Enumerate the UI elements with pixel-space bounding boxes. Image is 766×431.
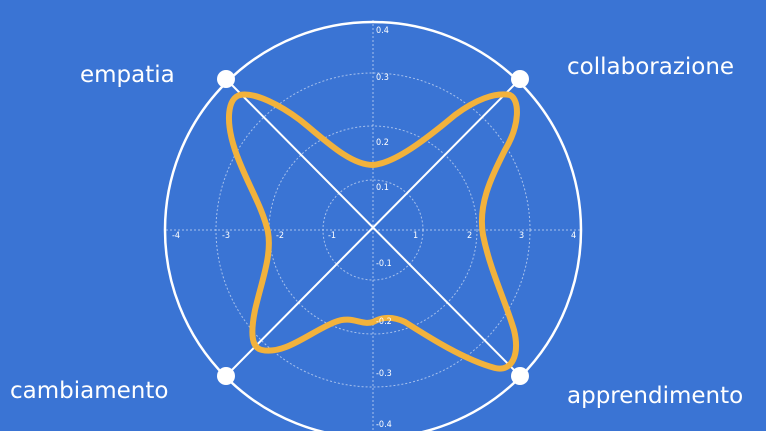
node-bottom-left — [217, 367, 235, 385]
axes — [166, 20, 580, 431]
y-tick-label: -0.4 — [376, 420, 392, 430]
diagonal-tr-bl — [225, 78, 521, 377]
label-collaborazione: collaborazione — [567, 54, 735, 80]
y-tick-label: 0.1 — [376, 183, 389, 193]
node-bottom-right — [511, 367, 529, 385]
x-tick-label: -1 — [328, 231, 336, 241]
y-tick-label: 0.4 — [376, 26, 389, 36]
x-tick-label: -4 — [172, 231, 180, 241]
diagonals — [225, 78, 521, 377]
y-tick-label: -0.3 — [376, 369, 392, 379]
node-top-left — [217, 70, 235, 88]
label-empatia: empatia — [80, 62, 175, 88]
x-tick-labels: -4 -3 -2 -1 1 2 3 4 — [172, 231, 576, 241]
x-tick-label: 2 — [467, 231, 472, 241]
y-tick-label: -0.2 — [376, 317, 392, 327]
x-tick-label: 1 — [413, 231, 418, 241]
y-tick-label: -0.1 — [376, 259, 392, 269]
x-tick-label: 4 — [571, 231, 576, 241]
outer-ring — [163, 20, 583, 431]
x-tick-label: 3 — [519, 231, 524, 241]
label-apprendimento: apprendimento — [567, 383, 744, 409]
node-top-right — [511, 70, 529, 88]
y-tick-label: 0.3 — [376, 73, 389, 83]
y-tick-label: 0.2 — [376, 138, 389, 148]
x-tick-label: -3 — [222, 231, 230, 241]
label-cambiamento: cambiamento — [10, 378, 169, 404]
x-tick-label: -2 — [276, 231, 284, 241]
y-tick-labels: 0.4 0.3 0.2 0.1 -0.1 -0.2 -0.3 -0.4 — [376, 26, 392, 430]
corner-nodes — [217, 70, 529, 385]
star-curve — [226, 91, 520, 372]
